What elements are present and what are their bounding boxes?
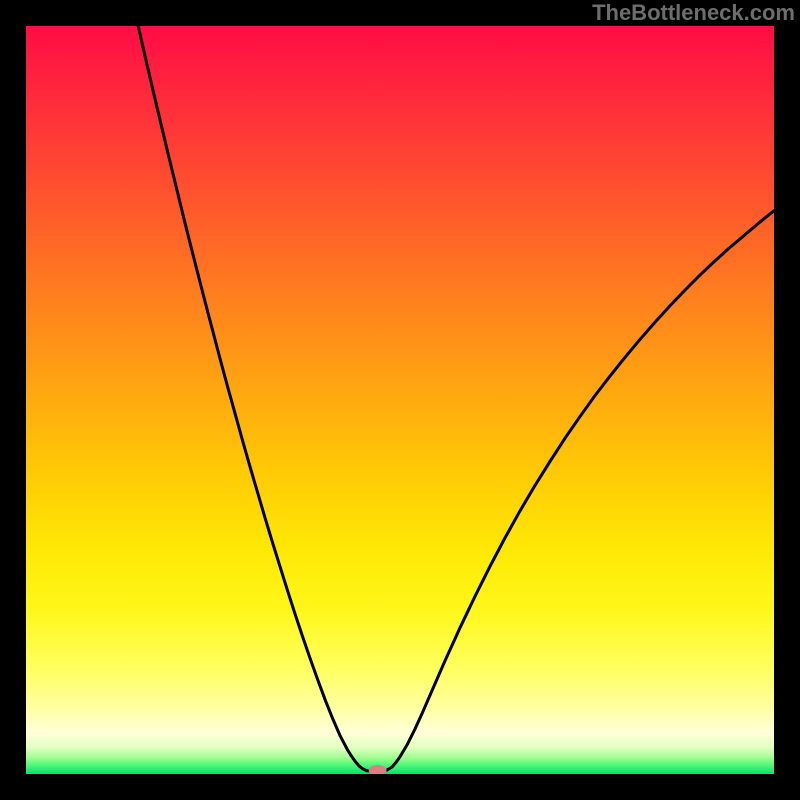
bottleneck-curve — [26, 26, 774, 774]
chart-frame: TheBottleneck.com — [0, 0, 800, 800]
plot-area — [26, 26, 774, 774]
watermark-text: TheBottleneck.com — [592, 0, 795, 26]
